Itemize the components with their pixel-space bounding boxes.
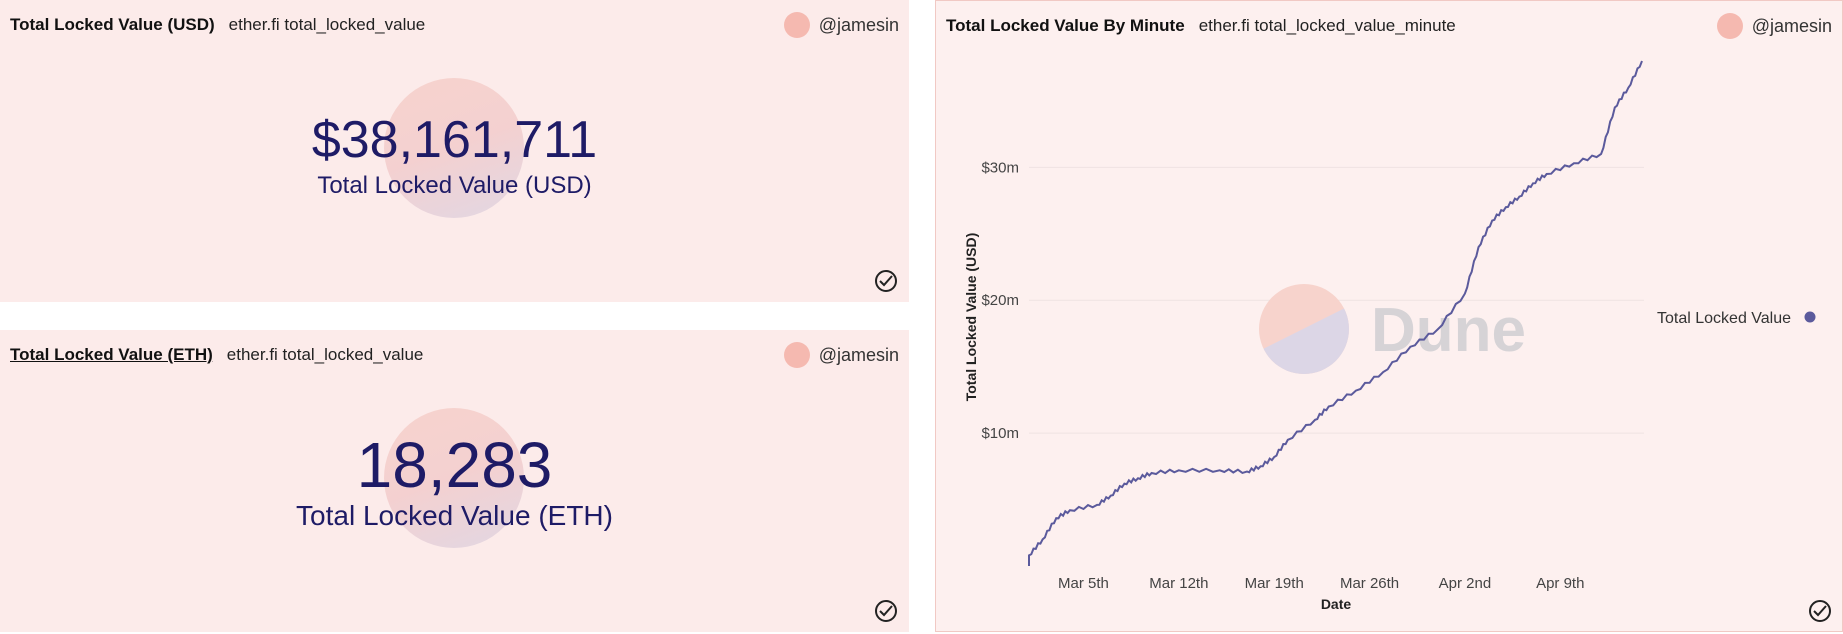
counter-value: 18,283 (356, 429, 553, 501)
user-link[interactable]: @jamesin (1751, 15, 1832, 36)
y-axis-ticks: $10m $20m $30m (981, 159, 1019, 442)
user-link[interactable]: @jamesin (818, 344, 899, 365)
legend-dot-icon (1804, 311, 1816, 323)
query-name[interactable]: ether.fi total_locked_value (228, 15, 426, 34)
avatar-icon[interactable] (783, 342, 810, 368)
check-circle-icon (1809, 600, 1831, 622)
chart-panel: Total Locked Value By Minute ether.fi to… (935, 0, 1843, 632)
counter-value: $38,161,711 (311, 111, 598, 169)
x-tick-label: Mar 19th (1245, 575, 1304, 592)
x-tick-label: Mar 26th (1340, 575, 1399, 592)
y-tick-label: $20m (981, 292, 1019, 309)
y-tick-label: $30m (981, 159, 1019, 176)
dune-watermark: Dune (1259, 284, 1526, 374)
legend[interactable]: Total Locked Value (1657, 310, 1816, 327)
x-axis-title: Date (1321, 596, 1352, 612)
legend-label[interactable]: Total Locked Value (1657, 310, 1791, 327)
usd-counter-panel: Total Locked Value (USD) ether.fi total_… (0, 0, 909, 302)
query-name[interactable]: ether.fi total_locked_value (226, 345, 424, 364)
x-tick-label: Mar 12th (1149, 575, 1208, 592)
watermark-circle-icon (384, 408, 524, 548)
panel-header: Total Locked Value (ETH) ether.fi total_… (10, 342, 899, 368)
counter-label: Total Locked Value (ETH) (296, 500, 613, 531)
panel-header: Total Locked Value By Minute ether.fi to… (946, 13, 1832, 39)
query-name[interactable]: ether.fi total_locked_value_minute (1198, 16, 1456, 35)
eth-counter-panel: Total Locked Value (ETH) ether.fi total_… (0, 330, 909, 632)
line-chart[interactable]: Dune $10m $20m $30m Mar 5th Mar 12th Mar 19t… (936, 1, 1842, 631)
avatar-icon[interactable] (1716, 13, 1743, 39)
user-link[interactable]: @jamesin (818, 14, 899, 35)
x-tick-label: Mar 5th (1058, 575, 1109, 592)
panel-title[interactable]: Total Locked Value (ETH) (10, 345, 213, 364)
panel-header: Total Locked Value (USD) ether.fi total_… (10, 12, 899, 38)
counter-label: Total Locked Value (USD) (317, 172, 592, 199)
x-tick-label: Apr 2nd (1439, 575, 1492, 592)
y-axis-title: Total Locked Value (USD) (963, 233, 979, 402)
panel-title[interactable]: Total Locked Value By Minute (946, 16, 1185, 35)
series-line[interactable] (1028, 60, 1643, 566)
x-tick-label: Apr 9th (1536, 575, 1584, 592)
x-axis-ticks: Mar 5th Mar 12th Mar 19th Mar 26th Apr 2nd Ap… (1058, 575, 1584, 592)
avatar-icon[interactable] (783, 12, 810, 38)
check-circle-icon (875, 270, 897, 292)
check-circle-icon (875, 600, 897, 622)
watermark-text: Dune (1371, 296, 1526, 365)
watermark-circle-icon (384, 78, 524, 218)
panel-title[interactable]: Total Locked Value (USD) (10, 15, 215, 34)
y-tick-label: $10m (981, 425, 1019, 442)
